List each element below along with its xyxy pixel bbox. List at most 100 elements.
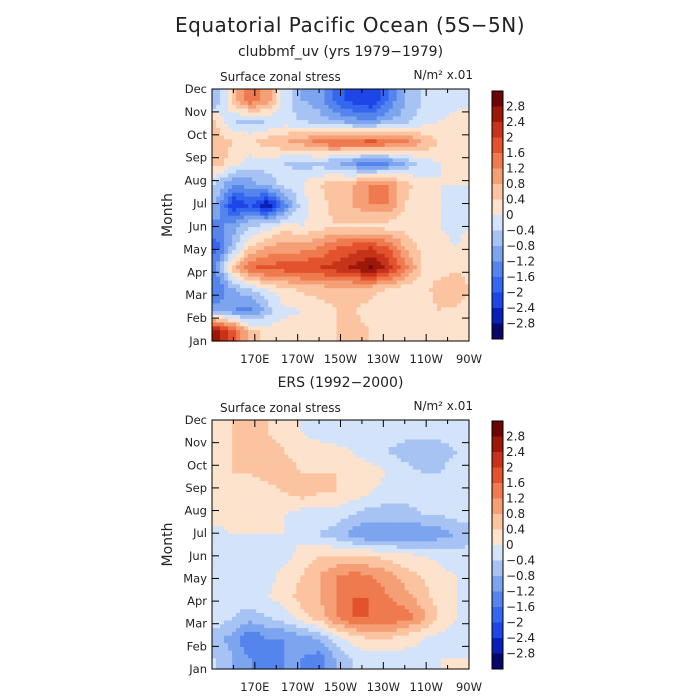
heatmap-cell <box>320 306 326 312</box>
heatmap-cell <box>280 169 285 174</box>
heatmap-cell <box>424 104 430 109</box>
heatmap-cell <box>436 635 442 640</box>
heatmap-cell <box>424 333 430 338</box>
heatmap-cell <box>348 321 354 327</box>
heatmap-cell <box>240 650 245 655</box>
heatmap-cell <box>212 635 217 640</box>
heatmap-cell <box>244 321 249 327</box>
heatmap-cell <box>388 635 394 640</box>
heatmap-cell <box>460 287 466 292</box>
heatmap-cell <box>216 108 221 113</box>
heatmap-cell <box>268 115 273 121</box>
heatmap-cell <box>212 318 217 323</box>
heatmap-cell <box>296 134 301 140</box>
heatmap-cell <box>232 195 237 201</box>
heatmap-cell <box>376 264 382 270</box>
heatmap-cell <box>464 188 470 193</box>
heatmap-cell <box>356 276 362 281</box>
heatmap-cell <box>344 260 350 266</box>
heatmap-cell <box>444 264 450 270</box>
heatmap-cell <box>264 211 269 216</box>
heatmap-cell <box>296 115 301 121</box>
heatmap-cell <box>228 665 233 670</box>
heatmap-cell <box>432 337 438 342</box>
heatmap-cell <box>460 638 466 644</box>
heatmap-cell <box>308 642 313 647</box>
heatmap-cell <box>292 661 297 666</box>
heatmap-cell <box>372 306 378 312</box>
heatmap-cell <box>432 299 438 304</box>
heatmap-cell <box>456 264 462 270</box>
heatmap-cell <box>252 314 257 319</box>
heatmap-cell <box>356 199 362 205</box>
heatmap-cell <box>228 257 233 262</box>
heatmap-cell <box>228 89 233 94</box>
heatmap-cell <box>212 299 217 304</box>
heatmap-cell <box>360 89 366 94</box>
heatmap-cell <box>276 325 281 331</box>
heatmap-cell <box>336 325 342 331</box>
heatmap-cell <box>264 89 269 94</box>
heatmap-cell <box>264 272 269 277</box>
heatmap-cell <box>260 207 265 212</box>
heatmap-cell <box>412 138 418 144</box>
heatmap-cell <box>220 249 225 254</box>
heatmap-cell <box>436 272 442 277</box>
heatmap-cell <box>236 119 241 124</box>
heatmap-cell <box>356 188 362 193</box>
heatmap-cell <box>388 104 394 109</box>
heatmap-cell <box>428 268 434 273</box>
heatmap-cell <box>388 329 394 334</box>
heatmap-cell <box>272 337 277 342</box>
heatmap-cell <box>392 203 398 208</box>
heatmap-cell <box>328 272 334 277</box>
heatmap-cell <box>212 245 217 250</box>
heatmap-cell <box>212 321 217 327</box>
heatmap-cell <box>352 272 358 277</box>
heatmap-cell <box>444 127 450 132</box>
heatmap-cell <box>436 165 442 170</box>
heatmap-cell <box>344 111 350 117</box>
heatmap-cell <box>372 287 378 292</box>
heatmap-cell <box>284 108 289 113</box>
heatmap-cell <box>288 653 293 659</box>
heatmap-cell <box>260 173 265 178</box>
heatmap-cell <box>352 665 358 670</box>
heatmap-cell <box>332 115 338 121</box>
heatmap-cell <box>400 241 406 247</box>
heatmap-cell <box>280 287 285 292</box>
heatmap-cell <box>260 310 265 315</box>
heatmap-cell <box>440 272 446 277</box>
heatmap-cell <box>392 314 398 319</box>
heatmap-cell <box>316 153 322 159</box>
heatmap-cell <box>236 310 241 315</box>
heatmap-cell <box>372 153 378 159</box>
heatmap-cell <box>256 173 261 178</box>
heatmap-cell <box>392 92 398 98</box>
heatmap-cell <box>284 211 289 216</box>
heatmap-cell <box>400 642 406 647</box>
heatmap-cell <box>396 299 402 304</box>
heatmap-cell <box>376 665 382 670</box>
heatmap-cell <box>444 329 450 334</box>
heatmap-cell <box>408 215 414 220</box>
heatmap-cell <box>332 642 338 647</box>
heatmap-cell <box>344 96 350 102</box>
heatmap-cell <box>372 234 378 239</box>
heatmap-cell <box>216 142 221 147</box>
heatmap-cell <box>400 192 406 197</box>
heatmap-cell <box>428 638 434 644</box>
heatmap-cell <box>396 131 402 136</box>
heatmap-cell <box>340 241 346 247</box>
y-tick-label: Sep <box>185 151 207 165</box>
heatmap-cell <box>404 264 410 270</box>
heatmap-cell <box>212 207 217 212</box>
heatmap-cell <box>292 653 297 659</box>
heatmap-cell <box>384 207 390 212</box>
heatmap-cell <box>356 104 362 109</box>
heatmap-cell <box>372 176 378 182</box>
heatmap-cell <box>264 257 269 262</box>
heatmap-cell <box>312 234 318 239</box>
heatmap-cell <box>420 146 426 151</box>
heatmap-cell <box>420 264 426 270</box>
